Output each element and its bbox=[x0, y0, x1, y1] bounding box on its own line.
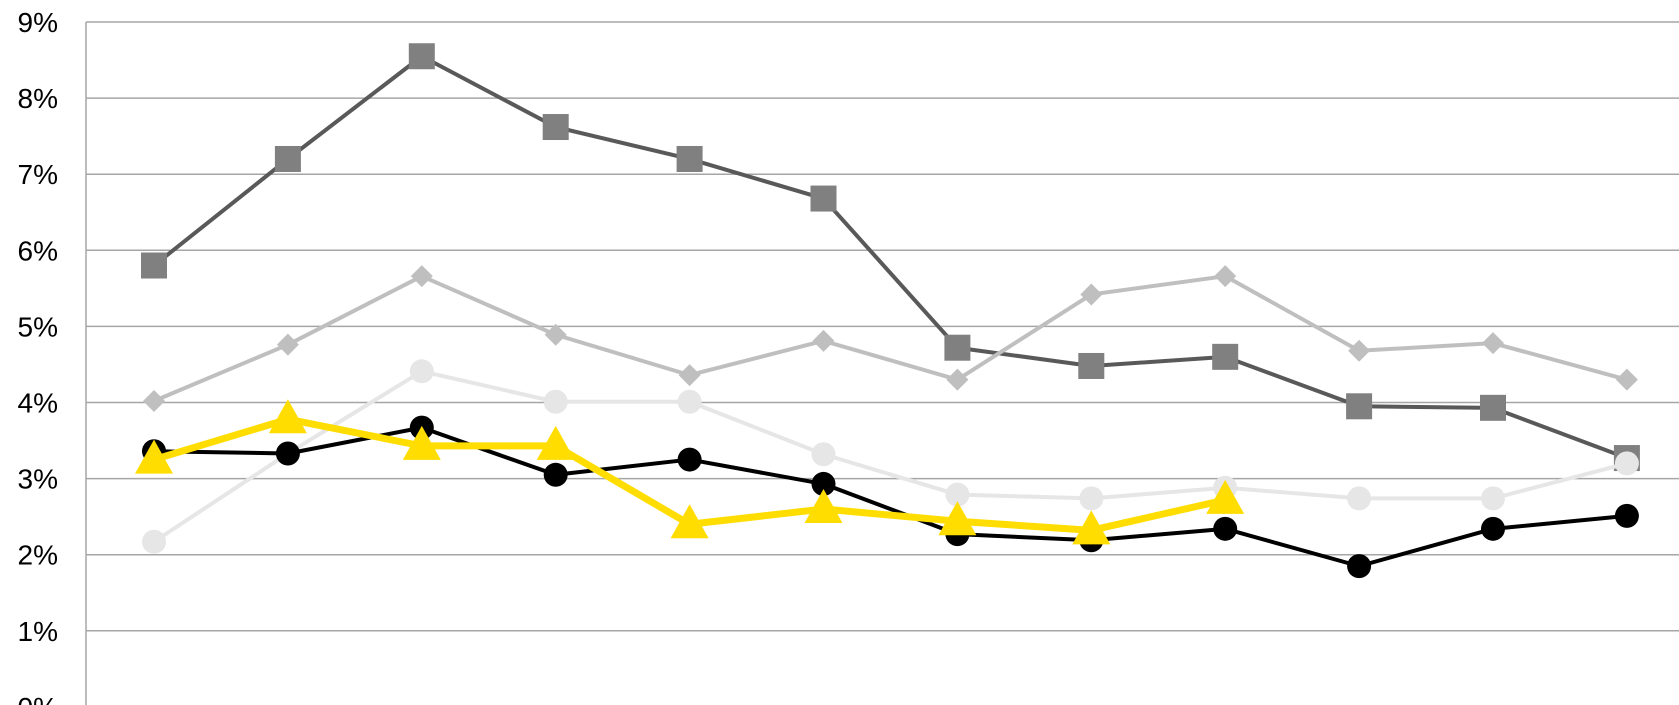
data-point bbox=[1078, 353, 1104, 379]
y-tick-label: 8% bbox=[18, 83, 58, 114]
data-point bbox=[678, 448, 702, 472]
gridlines bbox=[86, 22, 1679, 705]
data-point bbox=[142, 530, 166, 554]
series-group bbox=[135, 43, 1640, 578]
data-point bbox=[1616, 369, 1638, 391]
data-point bbox=[1615, 451, 1639, 475]
data-point bbox=[141, 253, 167, 279]
data-point bbox=[1213, 517, 1237, 541]
data-point bbox=[677, 146, 703, 172]
data-point bbox=[944, 335, 970, 361]
data-point bbox=[411, 265, 433, 287]
series-5 bbox=[135, 399, 1244, 544]
data-point bbox=[1348, 340, 1370, 362]
data-point bbox=[813, 330, 835, 352]
data-point bbox=[679, 364, 701, 386]
data-point bbox=[277, 334, 299, 356]
data-point bbox=[946, 369, 968, 391]
data-point bbox=[1481, 517, 1505, 541]
data-point bbox=[811, 186, 837, 212]
data-point bbox=[1079, 486, 1103, 510]
series-2 bbox=[143, 265, 1638, 412]
data-point bbox=[1346, 393, 1372, 419]
data-point bbox=[544, 463, 568, 487]
y-tick-label: 7% bbox=[18, 159, 58, 190]
y-tick-label: 3% bbox=[18, 464, 58, 495]
data-point bbox=[269, 399, 307, 433]
y-tick-label: 6% bbox=[18, 235, 58, 266]
data-point bbox=[544, 390, 568, 414]
data-point bbox=[812, 442, 836, 466]
data-point bbox=[543, 114, 569, 140]
y-tick-label: 2% bbox=[18, 540, 58, 571]
data-point bbox=[1481, 486, 1505, 510]
data-point bbox=[1080, 283, 1102, 305]
data-point bbox=[1347, 486, 1371, 510]
data-point bbox=[1347, 554, 1371, 578]
y-tick-label: 5% bbox=[18, 311, 58, 342]
y-tick-label: 1% bbox=[18, 616, 58, 647]
series-line bbox=[154, 276, 1627, 401]
data-point bbox=[1482, 332, 1504, 354]
y-tick-label: 9% bbox=[18, 7, 58, 38]
y-tick-label: 4% bbox=[18, 388, 58, 419]
data-point bbox=[276, 441, 300, 465]
data-point bbox=[1615, 504, 1639, 528]
y-tick-label: 0% bbox=[18, 692, 58, 705]
series-3 bbox=[142, 359, 1639, 553]
data-point bbox=[1214, 265, 1236, 287]
data-point bbox=[805, 489, 843, 523]
data-point bbox=[1206, 480, 1244, 514]
data-point bbox=[409, 43, 435, 69]
data-point bbox=[275, 146, 301, 172]
y-axis-tick-labels: 0% 1% 2% 3% 4% 5% 6% 7% 8% 9% bbox=[18, 7, 58, 705]
data-point bbox=[1212, 344, 1238, 370]
data-point bbox=[1480, 395, 1506, 421]
data-point bbox=[410, 359, 434, 383]
data-point bbox=[143, 390, 165, 412]
data-point bbox=[678, 390, 702, 414]
